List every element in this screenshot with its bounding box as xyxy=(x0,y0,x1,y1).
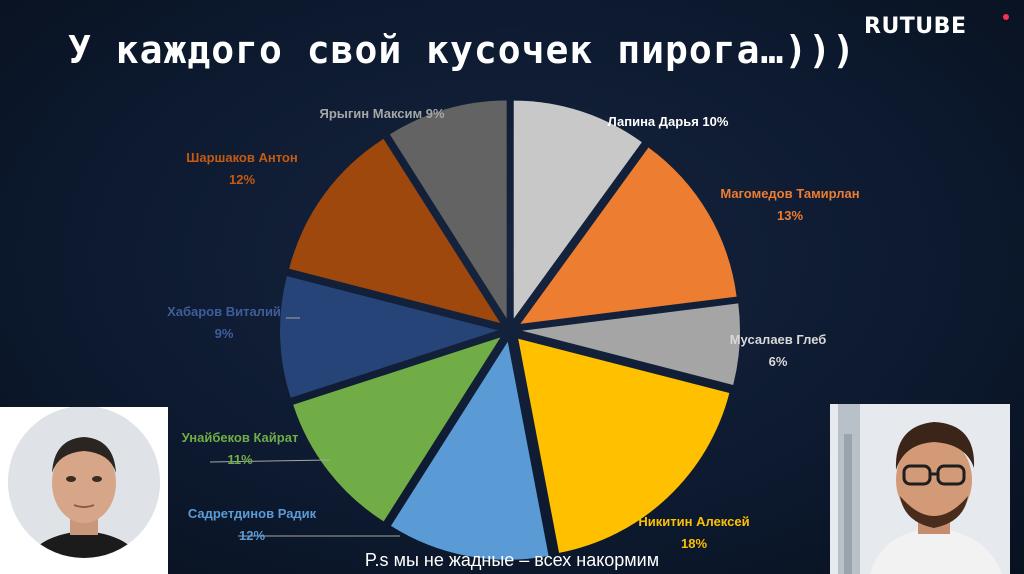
slice-label: Ярыгин Максим 9% xyxy=(319,106,444,121)
slice-label: Лапина Дарья 10% xyxy=(608,114,729,129)
pie-slice xyxy=(389,100,507,319)
slice-label: Шаршаков Антон 12% xyxy=(186,150,297,187)
slice-label: Хабаров Виталий 9% xyxy=(167,304,281,341)
pie-slice xyxy=(289,138,501,323)
leader-lines xyxy=(209,317,400,537)
slide-title: У каждого свой кусочек пирога…))) xyxy=(68,28,856,72)
slice-label: Садретдинов Радик 12% xyxy=(188,506,317,543)
pie-slice xyxy=(520,147,737,324)
pie-slice xyxy=(521,303,740,385)
logo-dot-icon xyxy=(1003,14,1009,20)
portrait-photo-right xyxy=(830,404,1010,574)
pie-slice xyxy=(518,338,730,553)
slice-label: Никитин Алексей 18% xyxy=(638,514,749,551)
pie-slices xyxy=(280,100,740,560)
footer-caption: P.s мы не жадные – всех накормим xyxy=(364,550,660,570)
pie-slice xyxy=(293,337,501,522)
slice-labels: Лапина Дарья 10% Магомедов Тамирлан 13% Мус… xyxy=(167,106,860,551)
pie-slice xyxy=(513,100,642,319)
leader-line xyxy=(209,459,331,463)
pie-slice xyxy=(390,341,549,560)
portrait-photo-left xyxy=(0,407,168,574)
slice-label: Магомедов Тамирлан 13% xyxy=(720,186,859,223)
slice-label: Унайбеков Кайрат 11% xyxy=(182,430,299,467)
slice-label: Мусалаев Глеб 6% xyxy=(730,332,827,369)
pie-slice xyxy=(280,276,499,398)
rutube-logo: RUTUBE xyxy=(864,14,967,39)
